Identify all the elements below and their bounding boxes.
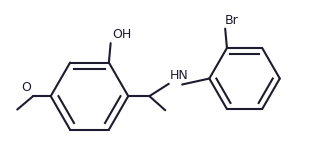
Text: Br: Br (225, 14, 239, 27)
Text: OH: OH (112, 28, 132, 41)
Text: HN: HN (169, 69, 188, 82)
Text: O: O (22, 81, 31, 94)
